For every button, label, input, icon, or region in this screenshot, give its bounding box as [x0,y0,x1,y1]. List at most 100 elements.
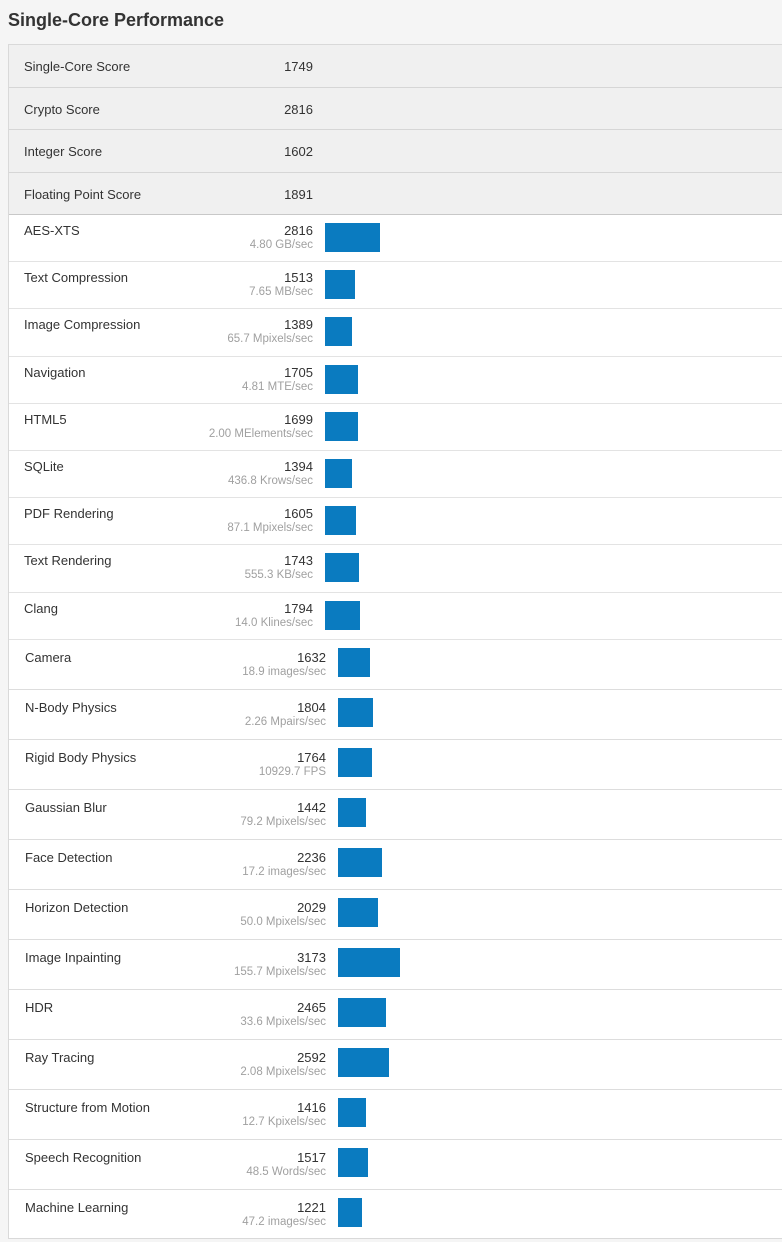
benchmark-row: HTML5 1699 2.00 MElements/sec [9,404,782,451]
score-bar [325,317,352,347]
summary-score: 2816 [284,101,313,117]
benchmark-score: 1517 [297,1149,326,1165]
score-bar [325,506,356,536]
benchmark-name: Navigation [24,364,86,380]
benchmark-name: Image Compression [24,317,141,333]
benchmark-row: Speech Recognition 1517 48.5 Words/sec [9,1140,782,1190]
benchmark-name: SQLite [24,458,64,474]
benchmark-rate: 50.0 Mpixels/sec [240,915,326,928]
benchmark-row: Navigation 1705 4.81 MTE/sec [9,357,782,404]
benchmark-rate: 2.00 MElements/sec [208,427,313,440]
benchmark-score: 1764 [297,749,326,765]
benchmark-rate: 47.2 images/sec [242,1215,326,1228]
benchmark-name: PDF Rendering [24,506,114,522]
benchmark-row: Clang 1794 14.0 Klines/sec [9,593,782,640]
score-bar [338,897,378,927]
benchmark-row: Image Inpainting 3173 155.7 Mpixels/sec [9,940,782,990]
benchmark-row: Gaussian Blur 1442 79.2 Mpixels/sec [9,790,782,840]
benchmark-row: Image Compression 1389 65.7 Mpixels/sec [9,309,782,357]
score-bar [325,458,352,488]
benchmark-name: Gaussian Blur [25,799,107,815]
benchmark-row: Text Compression 1513 7.65 MB/sec [9,262,782,310]
score-bar [325,364,358,394]
score-bar [338,747,372,777]
benchmark-name: AES-XTS [24,223,80,238]
benchmark-score: 2236 [297,849,326,865]
benchmark-score: 1605 [284,506,313,522]
summary-label: Integer Score [24,144,103,159]
benchmark-name: Horizon Detection [25,899,129,915]
benchmark-score: 2029 [297,899,326,915]
benchmark-score: 1221 [297,1199,326,1215]
benchmark-name: Text Compression [24,270,129,286]
benchmark-rate: 65.7 Mpixels/sec [227,333,313,346]
results-table: Single-Core Score 1749 Crypto Score 2816 Int… [8,44,782,1239]
benchmark-score: 1416 [297,1099,326,1115]
benchmark-row: SQLite 1394 436.8 Krows/sec [9,451,782,499]
benchmark-rate: 4.81 MTE/sec [242,380,313,393]
benchmark-score: 1804 [297,699,326,715]
benchmark-score: 1743 [284,553,313,569]
benchmark-rate: 12.7 Kpixels/sec [242,1115,326,1128]
page-title: Single-Core Performance [8,10,225,30]
benchmark-name: Clang [24,600,58,616]
summary-label: Crypto Score [24,101,100,117]
score-bar [325,270,355,300]
summary-row: Crypto Score 2816 [9,87,782,130]
benchmark-name: HTML5 [24,411,67,427]
benchmark-row: Text Rendering 1743 555.3 KB/sec [9,545,782,593]
benchmark-rate: 10929.7 FPS [258,765,326,778]
summary-label: Floating Point Score [24,186,142,202]
benchmark-row: PDF Rendering 1605 87.1 Mpixels/sec [9,498,782,546]
benchmark-rate: 555.3 KB/sec [244,569,313,582]
benchmark-name: Ray Tracing [25,1049,95,1065]
score-bar [338,1197,362,1227]
benchmark-score: 3173 [297,949,326,965]
benchmark-row: Structure from Motion 1416 12.7 Kpixels/se… [9,1090,782,1140]
benchmark-rate: 2.08 Mpixels/sec [240,1065,326,1078]
summary-row: Single-Core Score 1749 [9,45,782,88]
benchmark-name: Machine Learning [25,1199,129,1215]
benchmark-score: 2465 [297,999,326,1015]
benchmark-row: HDR 2465 33.6 Mpixels/sec [9,990,782,1040]
score-bar [338,1047,389,1077]
benchmark-rate: 14.0 Klines/sec [235,616,313,629]
benchmark-name: Text Rendering [24,553,112,569]
benchmark-rate: 2.26 Mpairs/sec [244,715,326,728]
benchmark-score: 1389 [284,317,313,333]
benchmark-score: 1513 [284,270,313,286]
benchmark-score: 1394 [284,458,313,474]
benchmark-name: Image Inpainting [25,949,122,965]
score-bar [325,553,359,583]
benchmark-rate: 79.2 Mpixels/sec [240,815,326,828]
score-bar [338,947,400,977]
benchmark-name: Rigid Body Physics [25,749,137,765]
summary-score: 1602 [284,144,313,159]
benchmark-row: N-Body Physics 1804 2.26 Mpairs/sec [9,690,782,740]
benchmark-score: 2592 [297,1049,326,1065]
summary-score: 1749 [284,59,313,74]
score-bar [325,223,380,252]
benchmark-rate: 17.2 images/sec [242,865,326,878]
benchmark-row: Rigid Body Physics 1764 10929.7 FPS [9,740,782,790]
score-bar [325,411,358,441]
benchmark-rate: 155.7 Mpixels/sec [233,965,326,978]
benchmark-row: Camera 1632 18.9 images/sec [9,640,782,690]
benchmark-name: Face Detection [25,849,113,865]
benchmark-section-b: Camera 1632 18.9 images/sec N-Body Physics 1… [9,640,782,1238]
benchmark-row: Face Detection 2236 17.2 images/sec [9,840,782,890]
benchmark-section-a: AES-XTS 2816 4.80 GB/sec Text Compression 15… [9,215,782,640]
summary-score: 1891 [284,186,313,202]
benchmark-rate: 436.8 Krows/sec [227,474,313,487]
summary-row: Integer Score 1602 [9,130,782,173]
score-bar [338,1147,368,1177]
benchmark-row: AES-XTS 2816 4.80 GB/sec [9,215,782,263]
benchmark-score: 1794 [284,600,313,616]
benchmark-row: Ray Tracing 2592 2.08 Mpixels/sec [9,1040,782,1090]
score-bar [338,997,386,1027]
benchmark-score: 1632 [297,649,326,665]
summary-section: Single-Core Score 1749 Crypto Score 2816 Int… [9,45,782,215]
score-bar [338,647,370,677]
benchmark-score: 2816 [284,223,313,238]
benchmark-rate: 18.9 images/sec [242,665,326,678]
